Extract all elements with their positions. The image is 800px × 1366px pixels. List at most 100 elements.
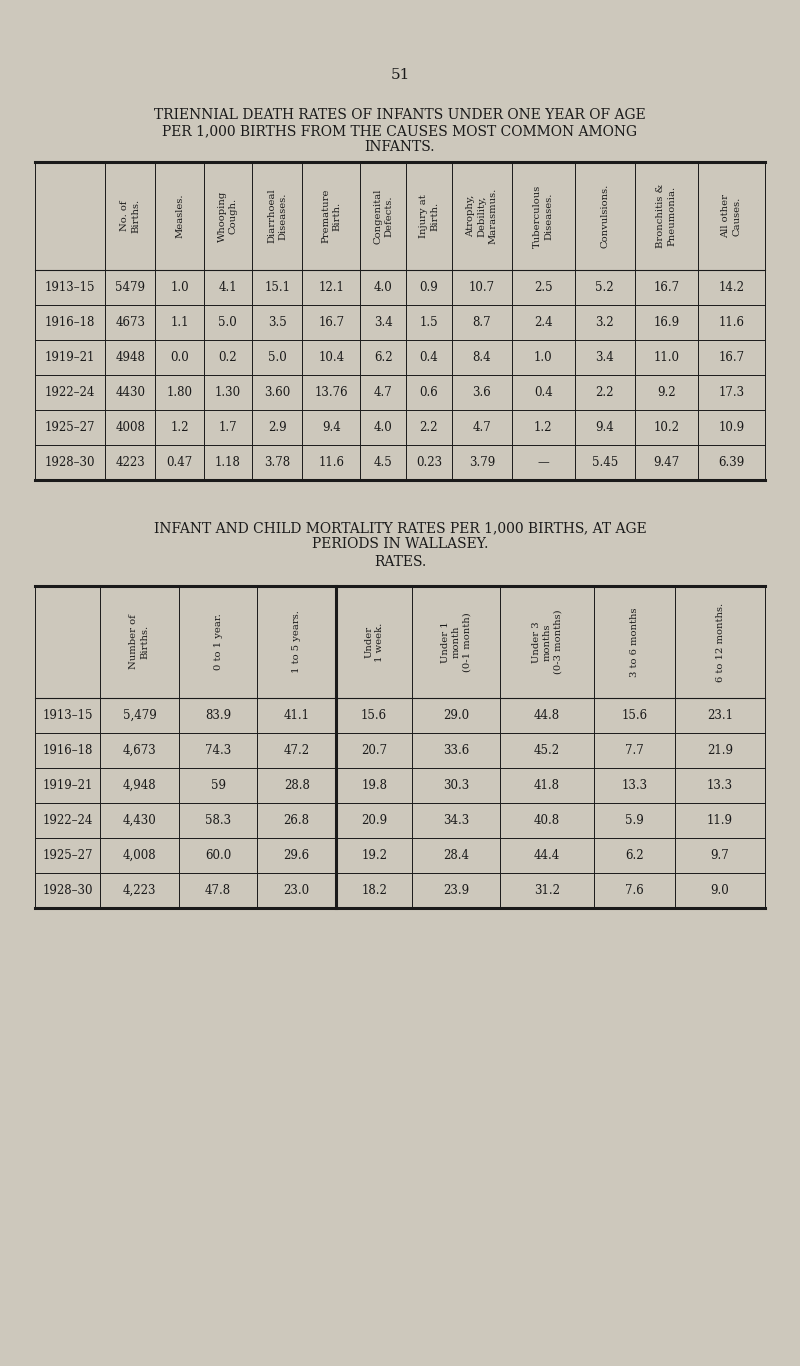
Text: 1.80: 1.80 <box>166 387 193 399</box>
Text: 0 to 1 year.: 0 to 1 year. <box>214 613 222 671</box>
Text: 1925–27: 1925–27 <box>45 421 95 434</box>
Text: 6 to 12 months.: 6 to 12 months. <box>715 602 725 682</box>
Text: 60.0: 60.0 <box>205 850 231 862</box>
Text: RATES.: RATES. <box>374 555 426 570</box>
Text: 17.3: 17.3 <box>718 387 744 399</box>
Text: 20.9: 20.9 <box>361 814 387 826</box>
Text: 0.0: 0.0 <box>170 351 189 363</box>
Text: 51: 51 <box>390 68 410 82</box>
Text: 4.7: 4.7 <box>374 387 393 399</box>
Text: 29.6: 29.6 <box>284 850 310 862</box>
Text: 4673: 4673 <box>115 316 145 329</box>
Text: 34.3: 34.3 <box>443 814 470 826</box>
Text: 3.5: 3.5 <box>268 316 286 329</box>
Text: 11.6: 11.6 <box>318 456 344 469</box>
Text: 1 to 5 years.: 1 to 5 years. <box>292 611 301 673</box>
Text: 45.2: 45.2 <box>534 744 560 757</box>
Text: 23.1: 23.1 <box>707 709 733 723</box>
Text: 11.0: 11.0 <box>654 351 679 363</box>
Text: INFANTS.: INFANTS. <box>365 139 435 154</box>
Text: 9.4: 9.4 <box>322 421 341 434</box>
Text: 1928–30: 1928–30 <box>45 456 95 469</box>
Text: 1.1: 1.1 <box>170 316 189 329</box>
Text: 14.2: 14.2 <box>718 281 744 294</box>
Text: 9.7: 9.7 <box>710 850 730 862</box>
Text: 2.4: 2.4 <box>534 316 553 329</box>
Text: 23.0: 23.0 <box>284 884 310 897</box>
Text: INFANT AND CHILD MORTALITY RATES PER 1,000 BIRTHS, AT AGE: INFANT AND CHILD MORTALITY RATES PER 1,0… <box>154 520 646 535</box>
Text: 4,430: 4,430 <box>122 814 156 826</box>
Text: Under 3
months
(0-3 months): Under 3 months (0-3 months) <box>531 609 562 675</box>
Text: 18.2: 18.2 <box>362 884 387 897</box>
Text: TRIENNIAL DEATH RATES OF INFANTS UNDER ONE YEAR OF AGE: TRIENNIAL DEATH RATES OF INFANTS UNDER O… <box>154 108 646 122</box>
Text: 2.2: 2.2 <box>595 387 614 399</box>
Text: 1928–30: 1928–30 <box>42 884 93 897</box>
Text: 6.2: 6.2 <box>626 850 644 862</box>
Text: 4948: 4948 <box>115 351 145 363</box>
Text: 15.6: 15.6 <box>622 709 648 723</box>
Text: 5.9: 5.9 <box>626 814 644 826</box>
Text: 1925–27: 1925–27 <box>42 850 93 862</box>
Text: 41.8: 41.8 <box>534 779 560 792</box>
Text: 3.4: 3.4 <box>374 316 393 329</box>
Text: 1.5: 1.5 <box>419 316 438 329</box>
Text: 12.1: 12.1 <box>318 281 344 294</box>
Text: 47.2: 47.2 <box>284 744 310 757</box>
Text: 3.79: 3.79 <box>469 456 495 469</box>
Text: 8.7: 8.7 <box>473 316 491 329</box>
Text: 4,948: 4,948 <box>122 779 156 792</box>
Text: 20.7: 20.7 <box>361 744 387 757</box>
Text: 3.4: 3.4 <box>595 351 614 363</box>
Text: 1.2: 1.2 <box>170 421 189 434</box>
Text: Diarrhoeal
Diseases.: Diarrhoeal Diseases. <box>267 189 287 243</box>
Text: 31.2: 31.2 <box>534 884 560 897</box>
Text: Atrophy,
Debility,
Marasmus.: Atrophy, Debility, Marasmus. <box>466 189 498 245</box>
Text: 13.3: 13.3 <box>707 779 733 792</box>
Text: PER 1,000 BIRTHS FROM THE CAUSES MOST COMMON AMONG: PER 1,000 BIRTHS FROM THE CAUSES MOST CO… <box>162 124 638 138</box>
Text: 19.2: 19.2 <box>361 850 387 862</box>
Text: 47.8: 47.8 <box>205 884 231 897</box>
Text: 1.0: 1.0 <box>170 281 189 294</box>
Text: Number of
Births.: Number of Births. <box>130 615 150 669</box>
Text: 2.2: 2.2 <box>420 421 438 434</box>
Text: 0.2: 0.2 <box>218 351 237 363</box>
Text: Bronchitis &
Pneumonia.: Bronchitis & Pneumonia. <box>656 184 676 249</box>
Text: 40.8: 40.8 <box>534 814 560 826</box>
Text: 58.3: 58.3 <box>205 814 231 826</box>
Text: 44.4: 44.4 <box>534 850 560 862</box>
Text: All other
Causes.: All other Causes. <box>722 194 742 238</box>
Text: 10.4: 10.4 <box>318 351 344 363</box>
Text: 0.23: 0.23 <box>416 456 442 469</box>
Text: 15.6: 15.6 <box>361 709 387 723</box>
Text: Congenital
Defects.: Congenital Defects. <box>373 189 393 243</box>
Text: 11.6: 11.6 <box>718 316 744 329</box>
Text: 0.4: 0.4 <box>534 387 553 399</box>
Text: 16.7: 16.7 <box>653 281 679 294</box>
Text: Whooping
Cough.: Whooping Cough. <box>218 190 238 242</box>
Text: 3 to 6 months: 3 to 6 months <box>630 608 639 676</box>
Text: 4.0: 4.0 <box>374 421 393 434</box>
Text: 13.76: 13.76 <box>314 387 348 399</box>
Text: 26.8: 26.8 <box>284 814 310 826</box>
Text: 28.4: 28.4 <box>443 850 469 862</box>
Text: 4.7: 4.7 <box>473 421 491 434</box>
Text: 1.2: 1.2 <box>534 421 553 434</box>
Text: 5,479: 5,479 <box>122 709 156 723</box>
Text: 4,008: 4,008 <box>122 850 156 862</box>
Text: 1913–15: 1913–15 <box>45 281 95 294</box>
Text: 9.47: 9.47 <box>653 456 679 469</box>
Text: 0.4: 0.4 <box>419 351 438 363</box>
Text: 7.7: 7.7 <box>626 744 644 757</box>
Text: 1.18: 1.18 <box>215 456 241 469</box>
Text: 74.3: 74.3 <box>205 744 231 757</box>
Text: 2.9: 2.9 <box>268 421 286 434</box>
Text: 3.60: 3.60 <box>264 387 290 399</box>
Text: 0.47: 0.47 <box>166 456 193 469</box>
Text: 1916–18: 1916–18 <box>45 316 95 329</box>
Text: 23.9: 23.9 <box>443 884 470 897</box>
Text: 33.6: 33.6 <box>443 744 470 757</box>
Text: Under
1 week.: Under 1 week. <box>364 623 384 661</box>
Text: 5479: 5479 <box>115 281 145 294</box>
Text: 4223: 4223 <box>115 456 145 469</box>
Text: Under 1
month
(0-1 month): Under 1 month (0-1 month) <box>441 612 472 672</box>
